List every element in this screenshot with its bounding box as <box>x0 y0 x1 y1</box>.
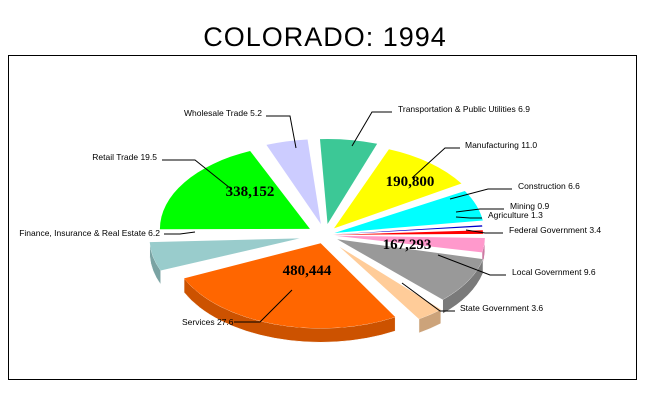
leader-line <box>401 282 455 312</box>
leader-line <box>351 111 392 147</box>
slice-label: Manufacturing 11.0 <box>465 140 537 150</box>
leader-line <box>266 115 297 149</box>
pie-slice <box>334 190 483 233</box>
pie-slice <box>337 239 484 300</box>
pie-slice <box>184 243 396 329</box>
leader-line <box>411 147 460 179</box>
pie-slice <box>159 150 310 230</box>
leader-line <box>234 289 293 323</box>
slice-value-label: 167,293 <box>383 237 432 253</box>
slice-label: Services 27.6 <box>182 317 234 327</box>
slice-label: Construction 6.6 <box>518 181 580 191</box>
slice-label: Agriculture 1.3 <box>488 210 543 220</box>
pie-slice <box>149 238 300 271</box>
pie-slice <box>266 139 321 225</box>
pie-slice <box>333 149 462 229</box>
slice-label: Retail Trade 19.5 <box>92 152 157 162</box>
slice-value-label: 480,444 <box>283 263 332 279</box>
leader-line <box>437 254 506 276</box>
slice-label: Mining 0.9 <box>510 201 549 211</box>
slice-label: Finance, Insurance & Real Estate 6.2 <box>19 228 160 238</box>
pie-slice <box>334 235 485 253</box>
slice-label: Wholesale Trade 5.2 <box>184 108 262 118</box>
slice-value-label: 338,152 <box>226 184 275 200</box>
leader-line <box>455 208 504 213</box>
pie-slice <box>332 225 483 235</box>
leader-line <box>465 229 503 234</box>
slice-label: Local Government 9.6 <box>512 267 596 277</box>
pie-slice <box>319 138 378 224</box>
leader-line <box>455 216 482 219</box>
chart-frame <box>8 55 637 380</box>
leader-line <box>164 231 196 235</box>
slice-label: Federal Government 3.4 <box>509 225 601 235</box>
chart-title: COLORADO: 1994 <box>203 22 447 52</box>
slice-label: State Government 3.6 <box>460 303 543 313</box>
pie-slice <box>339 246 441 319</box>
slice-value-label: 190,800 <box>386 174 435 190</box>
leader-line <box>449 188 512 200</box>
leader-line <box>162 159 231 189</box>
pie-slice <box>332 230 483 235</box>
slice-label: Transportation & Public Utilities 6.9 <box>398 104 530 114</box>
